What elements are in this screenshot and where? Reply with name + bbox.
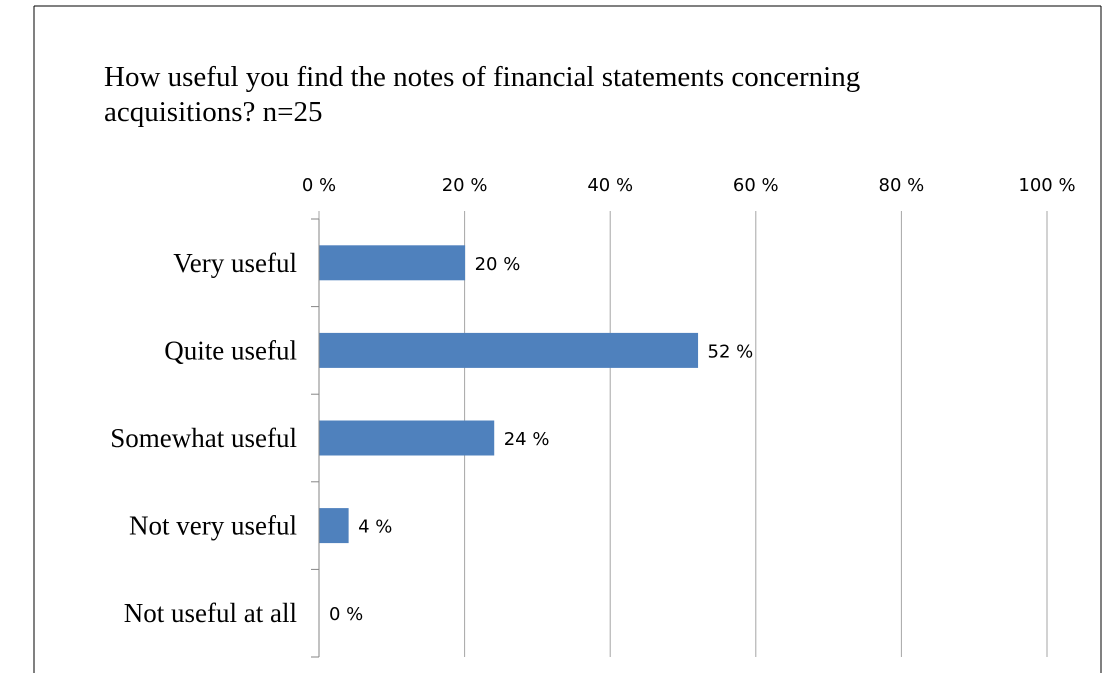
- value-label: 4 %: [358, 517, 392, 538]
- value-label: 24 %: [504, 429, 550, 450]
- x-tick-label: 80 %: [879, 175, 925, 196]
- bars: [319, 245, 699, 544]
- value-label: 0 %: [329, 604, 363, 625]
- x-tick-label: 60 %: [733, 175, 779, 196]
- x-tick-label: 20 %: [442, 175, 488, 196]
- x-tick-label: 0 %: [302, 175, 336, 196]
- bar: [319, 420, 495, 456]
- bar: [319, 245, 466, 281]
- x-tick-label: 100 %: [1018, 175, 1075, 196]
- chart-title-line-1: How useful you find the notes of financi…: [104, 61, 860, 93]
- y-axis: [311, 218, 320, 658]
- bar: [319, 332, 699, 368]
- value-label: 52 %: [708, 341, 754, 362]
- category-label: Very useful: [173, 248, 297, 278]
- category-labels: Very useful Quite useful Somewhat useful No…: [110, 248, 297, 628]
- category-label: Not useful at all: [124, 598, 297, 628]
- category-label: Not very useful: [129, 511, 297, 541]
- category-label: Somewhat useful: [110, 423, 297, 453]
- bar: [319, 508, 349, 544]
- category-label: Quite useful: [164, 335, 297, 365]
- chart-title-line-2: acquisitions? n=25: [104, 96, 323, 128]
- value-label: 20 %: [475, 254, 521, 275]
- x-tick-labels: 0 % 20 % 40 % 60 % 80 % 100 %: [302, 175, 1076, 196]
- x-tick-label: 40 %: [587, 175, 633, 196]
- value-labels: 20 % 52 % 24 % 4 % 0 %: [329, 254, 753, 625]
